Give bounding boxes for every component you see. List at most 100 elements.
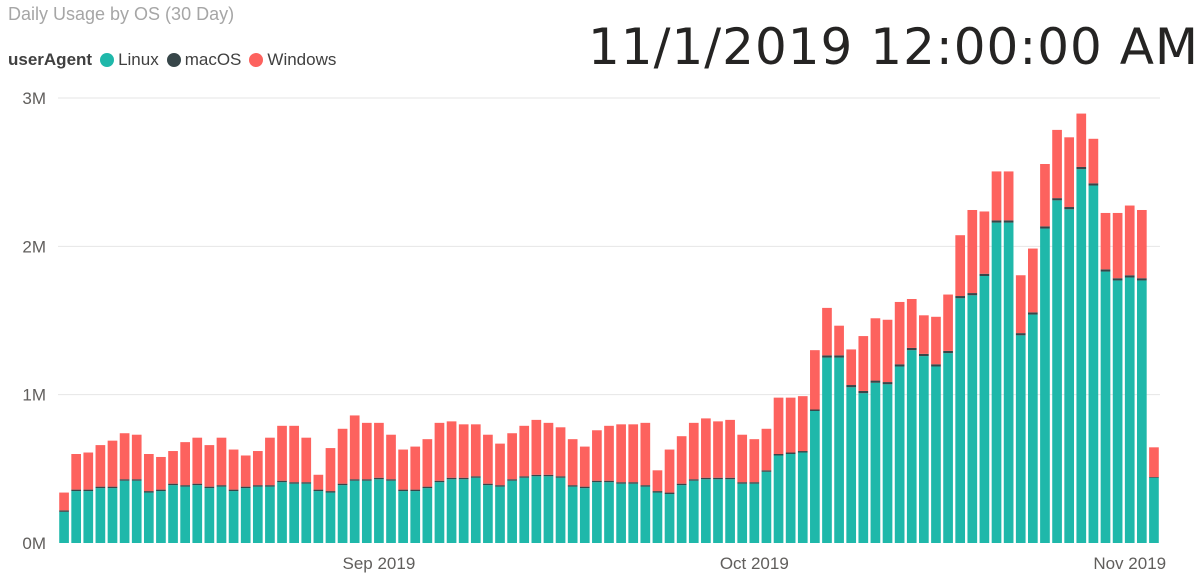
bar-macos <box>1136 278 1147 281</box>
bar-macos <box>579 486 590 489</box>
bar-windows <box>991 171 1002 221</box>
bar-linux <box>192 485 203 543</box>
bar-windows <box>955 235 966 297</box>
bar-windows <box>676 436 687 484</box>
bar-linux <box>483 485 493 543</box>
bar-windows <box>252 451 263 486</box>
bar-linux <box>398 491 408 543</box>
bar-macos <box>1124 275 1135 278</box>
bar-windows <box>434 422 445 481</box>
bar-linux <box>604 482 614 543</box>
bar-windows <box>410 446 421 490</box>
bar-windows <box>1052 129 1062 199</box>
bar-linux <box>640 486 651 543</box>
bar-linux <box>858 393 869 543</box>
bar-linux <box>701 479 711 543</box>
bar-linux <box>313 491 324 543</box>
bar-macos <box>701 477 711 480</box>
bar-macos <box>1015 333 1026 336</box>
bar-macos <box>386 479 396 481</box>
bar-macos <box>458 477 469 480</box>
bar-linux <box>374 479 384 543</box>
bar-windows <box>652 470 663 492</box>
bar-windows <box>894 301 905 365</box>
bar-linux <box>967 295 978 543</box>
bar-macos <box>325 491 336 493</box>
bar-macos <box>810 409 820 411</box>
bar-windows <box>579 446 590 487</box>
bar-windows <box>59 492 69 511</box>
bar-macos <box>1149 476 1159 478</box>
y-tick-label: 0M <box>22 534 46 553</box>
bar-linux <box>543 476 554 543</box>
bar-linux <box>567 486 578 543</box>
bar-linux <box>919 356 929 543</box>
bar-linux <box>979 276 990 543</box>
bar-linux <box>252 486 263 543</box>
bar-windows <box>1088 138 1099 184</box>
bar-linux <box>1100 271 1111 543</box>
bar-windows <box>1112 212 1123 279</box>
bar-windows <box>846 349 857 386</box>
bar-macos <box>870 380 881 383</box>
bar-macos <box>71 489 82 492</box>
bar-linux <box>664 494 675 543</box>
y-tick-label: 2M <box>22 237 46 256</box>
legend-item-windows[interactable]: Windows <box>249 50 336 70</box>
bar-linux <box>386 480 396 543</box>
bar-windows <box>265 437 275 486</box>
bar-macos <box>967 293 978 296</box>
bar-linux <box>349 480 360 543</box>
bar-macos <box>943 350 953 354</box>
bar-linux <box>713 479 723 543</box>
bar-windows <box>858 336 869 391</box>
bar-macos <box>119 479 130 481</box>
bar-windows <box>470 424 481 477</box>
bar-linux <box>180 486 190 543</box>
bar-windows <box>834 325 844 356</box>
bar-macos <box>277 480 287 483</box>
x-tick-label: Sep 2019 <box>343 554 416 573</box>
bar-windows <box>810 350 820 410</box>
bar-macos <box>1028 312 1038 315</box>
bar-linux <box>555 477 566 543</box>
bar-linux <box>592 482 602 543</box>
bar-macos <box>1040 226 1050 229</box>
bar-macos <box>59 510 69 512</box>
bar-linux <box>1076 169 1087 543</box>
bar-macos <box>374 477 384 480</box>
bar-windows <box>1076 113 1087 167</box>
bar-linux <box>228 491 239 543</box>
bar-windows <box>301 437 312 483</box>
bar-linux <box>107 488 118 543</box>
bar-linux <box>822 357 832 543</box>
bar-linux <box>834 357 844 543</box>
bar-macos <box>398 489 408 492</box>
legend-item-label: macOS <box>184 50 242 69</box>
bar-macos <box>955 296 966 299</box>
bar-windows <box>398 449 408 490</box>
bar-macos <box>894 364 905 367</box>
bar-macos <box>676 483 687 486</box>
legend-item-linux[interactable]: Linux <box>100 50 159 70</box>
bar-macos <box>725 477 735 480</box>
bar-macos <box>628 482 639 484</box>
bar-linux <box>725 479 735 543</box>
bar-windows <box>1003 171 1014 221</box>
bar-linux <box>143 492 154 543</box>
bar-windows <box>107 440 118 487</box>
bar-linux <box>870 382 881 543</box>
bar-linux <box>931 366 941 543</box>
bar-macos <box>180 485 190 487</box>
legend-item-macos[interactable]: macOS <box>166 50 242 70</box>
bar-windows <box>979 211 990 274</box>
bar-windows <box>95 445 106 487</box>
bar-macos <box>773 454 784 456</box>
bar-linux <box>579 488 590 543</box>
bar-linux <box>1003 222 1014 543</box>
bar-windows <box>277 425 287 481</box>
bar-linux <box>156 491 166 543</box>
bar-linux <box>676 485 687 543</box>
bar-linux <box>95 488 106 543</box>
bar-macos <box>495 485 505 487</box>
